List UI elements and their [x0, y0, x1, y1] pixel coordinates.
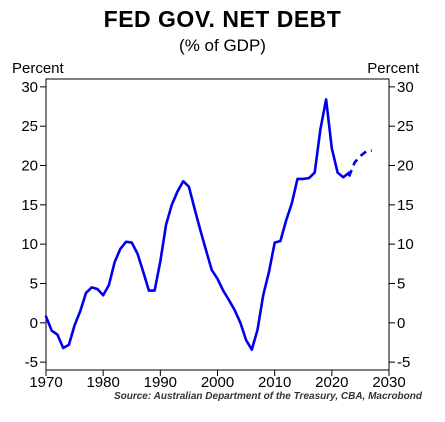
x-tick-label: 2000 [201, 374, 234, 391]
y-tick-label-right: 0 [397, 315, 405, 332]
x-tick-label: 2010 [258, 374, 291, 391]
y-tick-label-right: -5 [397, 354, 410, 371]
x-tick-label: 1990 [144, 374, 177, 391]
y-tick-label-left: 5 [30, 275, 38, 292]
y-tick-label-right: 25 [397, 118, 414, 135]
y-tick-label-right: 30 [397, 79, 414, 96]
x-tick-label: 2030 [372, 374, 405, 391]
y-tick-label-left: -5 [25, 354, 38, 371]
y-axis-label-right: Percent [367, 60, 419, 77]
y-tick-label-left: 15 [21, 197, 38, 214]
y-tick-label-right: 15 [397, 197, 414, 214]
source-note: Source: Australian Department of the Tre… [113, 391, 422, 402]
y-tick-label-right: 5 [397, 275, 405, 292]
chart-subtitle: (% of GDP) [179, 36, 266, 55]
y-axis-label-left: Percent [12, 60, 64, 77]
x-tick-label: 1980 [86, 374, 119, 391]
y-tick-label-left: 0 [30, 315, 38, 332]
y-tick-label-left: 10 [21, 236, 38, 253]
chart-title: FED GOV. NET DEBT [103, 6, 342, 32]
x-tick-label: 2020 [315, 374, 348, 391]
y-tick-label-right: 20 [397, 158, 414, 175]
projection-line [347, 149, 372, 177]
x-tick-label: 1970 [29, 374, 62, 391]
plot-frame [45, 78, 390, 371]
y-tick-label-left: 20 [21, 158, 38, 175]
y-tick-label-left: 30 [21, 79, 38, 96]
actual-debt-line [44, 98, 351, 351]
y-tick-label-right: 10 [397, 236, 414, 253]
y-tick-label-left: 25 [21, 118, 38, 135]
